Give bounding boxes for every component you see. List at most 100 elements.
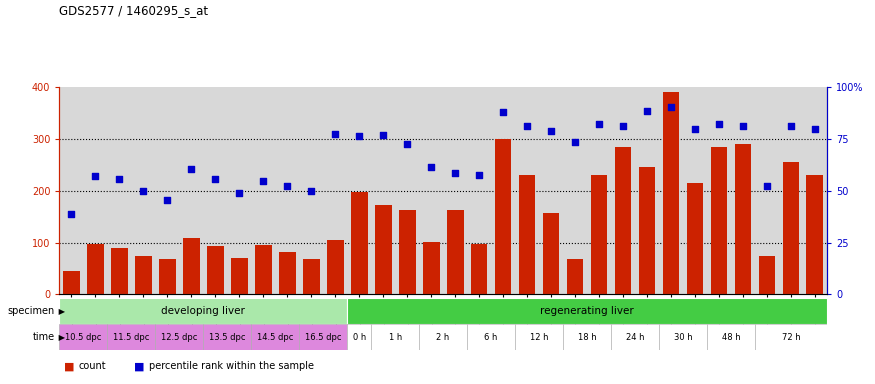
Bar [494, 139, 512, 295]
Bar [447, 210, 464, 295]
Bar [251, 324, 299, 350]
Bar [351, 192, 367, 295]
Point [736, 123, 750, 129]
Text: 30 h: 30 h [674, 333, 692, 342]
Text: 48 h: 48 h [722, 333, 740, 342]
Text: 10.5 dpc: 10.5 dpc [65, 333, 102, 342]
Text: 24 h: 24 h [626, 333, 644, 342]
Bar [63, 271, 80, 295]
Text: 1 h: 1 h [388, 333, 402, 342]
Point [640, 108, 654, 114]
Point [112, 176, 126, 182]
Bar [347, 324, 371, 350]
Text: regenerating liver: regenerating liver [540, 306, 634, 316]
Text: ▶: ▶ [56, 333, 65, 342]
Bar [755, 324, 827, 350]
Bar [662, 93, 679, 295]
Point [808, 126, 822, 132]
Bar [135, 255, 151, 295]
Text: 11.5 dpc: 11.5 dpc [113, 333, 150, 342]
Bar [710, 147, 727, 295]
Bar [614, 147, 632, 295]
Text: 2 h: 2 h [437, 333, 450, 342]
Point [136, 188, 150, 194]
Bar [108, 324, 156, 350]
Bar [567, 259, 584, 295]
Bar [159, 259, 176, 295]
Point [544, 128, 558, 134]
Text: 18 h: 18 h [578, 333, 597, 342]
Bar [611, 324, 659, 350]
Bar [60, 298, 347, 324]
Point [280, 182, 294, 189]
Point [352, 133, 366, 139]
Text: count: count [79, 361, 106, 371]
Point [760, 182, 774, 189]
Text: ■: ■ [64, 361, 74, 371]
Bar [419, 324, 467, 350]
Point [424, 164, 438, 170]
Bar [347, 298, 827, 324]
Point [616, 123, 630, 129]
Point [256, 179, 270, 185]
Point [448, 170, 462, 176]
Point [568, 139, 582, 145]
Point [496, 108, 510, 114]
Bar [183, 238, 200, 295]
Point [304, 188, 318, 194]
Text: time: time [33, 332, 55, 342]
Bar [303, 259, 319, 295]
Bar [563, 324, 611, 350]
Bar [639, 167, 655, 295]
Point [160, 197, 174, 203]
Bar [471, 244, 487, 295]
Point [473, 172, 487, 178]
Point [376, 132, 390, 138]
Bar [231, 258, 248, 295]
Bar [542, 213, 559, 295]
Text: 72 h: 72 h [781, 333, 801, 342]
Bar [707, 324, 755, 350]
Bar [111, 248, 128, 295]
Point [592, 121, 606, 127]
Bar [467, 324, 515, 350]
Bar [591, 175, 607, 295]
Bar [203, 324, 251, 350]
Text: 0 h: 0 h [353, 333, 366, 342]
Text: 12.5 dpc: 12.5 dpc [161, 333, 198, 342]
Point [208, 176, 222, 182]
Point [328, 131, 342, 137]
Point [400, 141, 414, 147]
Bar [734, 144, 752, 295]
Point [664, 104, 678, 110]
Bar [87, 244, 104, 295]
Point [520, 123, 534, 129]
Text: percentile rank within the sample: percentile rank within the sample [149, 361, 313, 371]
Text: ▶: ▶ [56, 307, 65, 316]
Point [688, 126, 702, 132]
Bar [759, 255, 775, 295]
Text: specimen: specimen [8, 306, 55, 316]
Text: 13.5 dpc: 13.5 dpc [209, 333, 246, 342]
Text: ■: ■ [134, 361, 144, 371]
Bar [299, 324, 347, 350]
Bar [519, 175, 536, 295]
Text: 16.5 dpc: 16.5 dpc [305, 333, 341, 342]
Point [784, 123, 798, 129]
Text: GDS2577 / 1460295_s_at: GDS2577 / 1460295_s_at [60, 4, 208, 17]
Point [65, 211, 79, 217]
Bar [206, 246, 224, 295]
Bar [374, 205, 391, 295]
Bar [807, 175, 823, 295]
Bar [399, 210, 416, 295]
Bar [326, 240, 344, 295]
Bar [687, 183, 704, 295]
Bar [156, 324, 203, 350]
Point [712, 121, 726, 127]
Text: 14.5 dpc: 14.5 dpc [257, 333, 293, 342]
Point [232, 190, 246, 197]
Bar [782, 162, 799, 295]
Bar [371, 324, 419, 350]
Bar [60, 324, 108, 350]
Text: developing liver: developing liver [161, 306, 245, 316]
